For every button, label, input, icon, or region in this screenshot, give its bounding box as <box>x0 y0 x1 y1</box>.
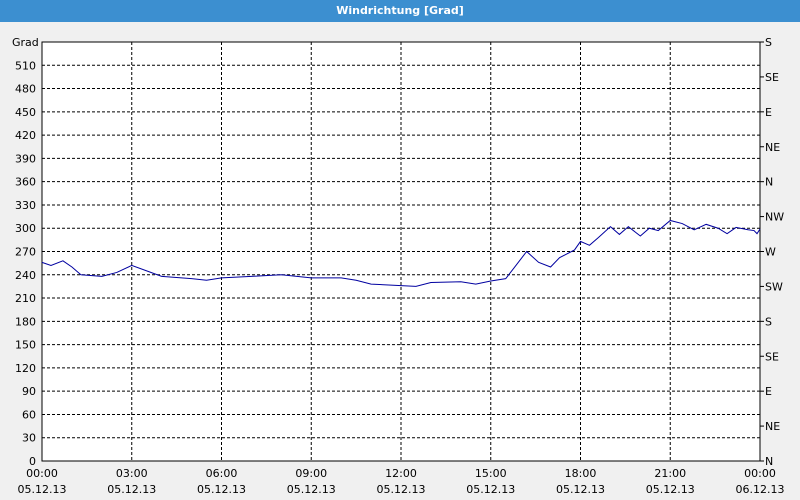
x-tick-label: 00:00 <box>744 467 776 480</box>
x-tick-date: 06.12.13 <box>736 483 785 496</box>
y-tick-label: 60 <box>22 408 36 421</box>
chart: Grad 0 30 60 90 120 150 180 210 240 270 300 330 360 3… <box>12 36 785 496</box>
y2-tick-label: SW <box>765 280 783 293</box>
x-tick-date: 05.12.13 <box>466 483 515 496</box>
x-tick-date: 05.12.13 <box>18 483 67 496</box>
x-tick-date: 05.12.13 <box>107 483 156 496</box>
y-axis-label: Grad <box>12 36 39 49</box>
y2-tick-label: E <box>765 385 772 398</box>
x-tick-label: 09:00 <box>295 467 327 480</box>
y-tick-label: 240 <box>15 269 36 282</box>
y2-tick-label: N <box>765 176 773 189</box>
data-line <box>41 219 761 287</box>
y-tick-label: 480 <box>15 83 36 96</box>
x-tick-label: 06:00 <box>206 467 238 480</box>
y-tick-label: 330 <box>15 199 36 212</box>
y2-tick-label: S <box>765 36 772 49</box>
x-tick-date: 05.12.13 <box>287 483 336 496</box>
y2-tick-label: S <box>765 315 772 328</box>
y-tick-label: 450 <box>15 106 36 119</box>
y-tick-label: 270 <box>15 246 36 259</box>
y2-tick-label: N <box>765 455 773 468</box>
x-tick-label: 03:00 <box>116 467 148 480</box>
y-tick-label: 90 <box>22 385 36 398</box>
y-tick-label: 510 <box>15 59 36 72</box>
x-tick-date: 05.12.13 <box>646 483 695 496</box>
y-tick-label: 390 <box>15 152 36 165</box>
y-tick-label: 420 <box>15 129 36 142</box>
x-tick-date: 05.12.13 <box>197 483 246 496</box>
x-tick-date: 05.12.13 <box>377 483 426 496</box>
y2-tick-label: SE <box>765 350 779 363</box>
x-tick-label: 21:00 <box>654 467 686 480</box>
x-tick-date: 05.12.13 <box>556 483 605 496</box>
x-tick-label: 00:00 <box>26 467 58 480</box>
y-tick-label: 210 <box>15 292 36 305</box>
y2-tick-label: NW <box>765 211 784 224</box>
y2-tick-label: NE <box>765 420 780 433</box>
y-tick-label: 150 <box>15 339 36 352</box>
y-tick-label: 30 <box>22 432 36 445</box>
plot-area <box>41 41 761 462</box>
x-tick-label: 18:00 <box>565 467 597 480</box>
y-tick-label: 300 <box>15 222 36 235</box>
y2-tick-label: E <box>765 106 772 119</box>
y-tick-label: 120 <box>15 362 36 375</box>
y-tick-label: 360 <box>15 176 36 189</box>
x-tick-label: 15:00 <box>475 467 507 480</box>
x-tick-label: 12:00 <box>385 467 417 480</box>
chart-title: Windrichtung [Grad] <box>0 0 800 22</box>
y2-tick-label: NE <box>765 141 780 154</box>
y2-tick-label: SE <box>765 71 779 84</box>
y-tick-label: 180 <box>15 315 36 328</box>
y-tick-label: 0 <box>29 455 36 468</box>
y2-tick-label: W <box>765 246 776 259</box>
